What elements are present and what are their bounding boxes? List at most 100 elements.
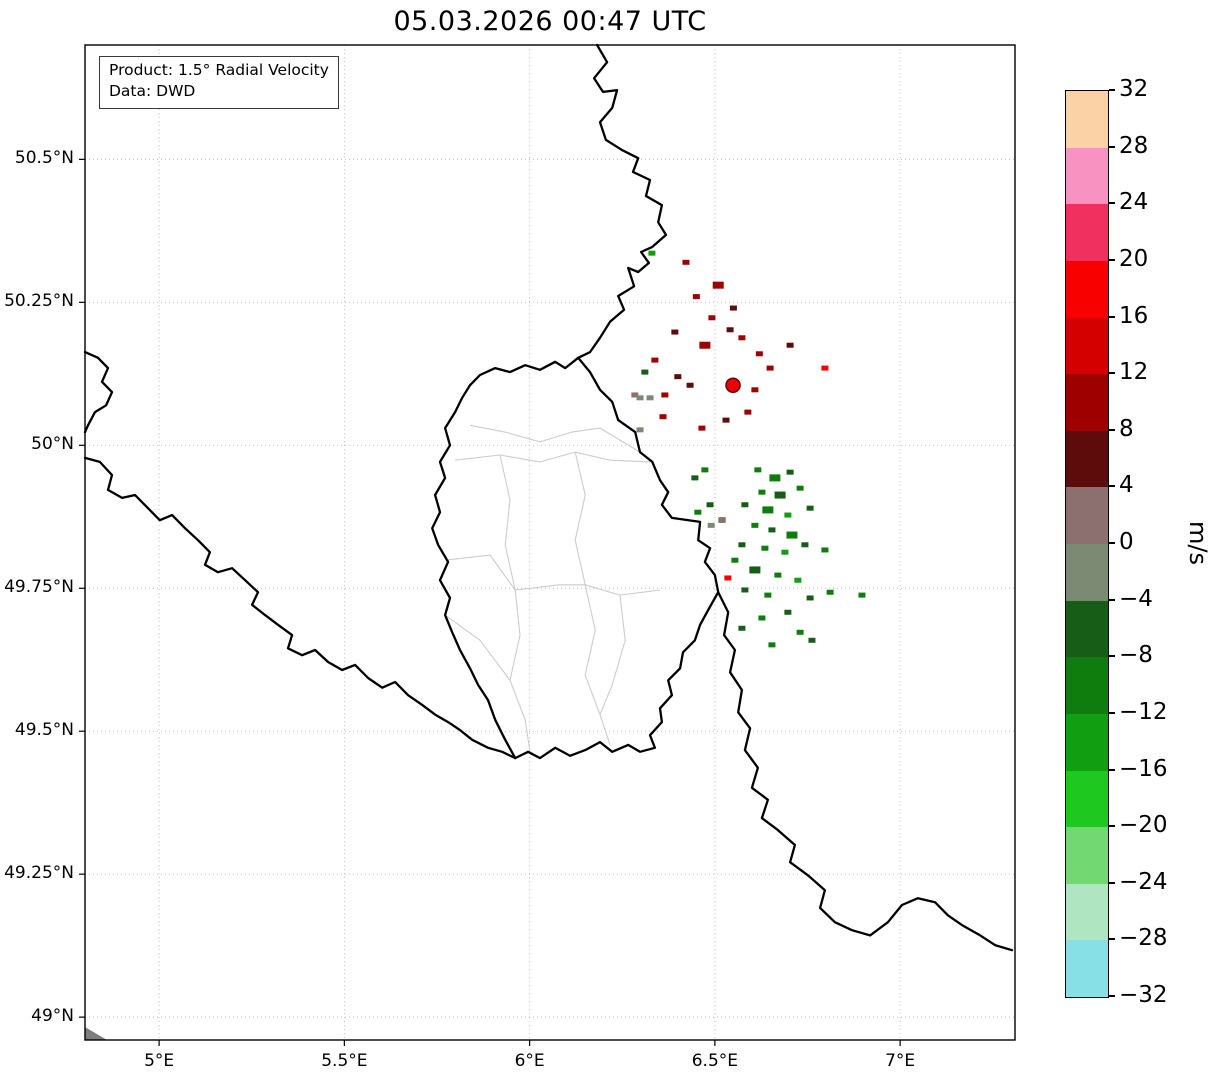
radar-echo [671,329,679,335]
radar-echo [749,566,761,574]
colorbar-tick-mark [1109,938,1115,941]
colorbar-tick-label: 32 [1119,76,1149,102]
country-border [83,456,517,760]
radar-echo [708,315,716,321]
radar-echo [712,281,724,289]
radar-echo [774,491,786,499]
colorbar-segment [1066,487,1108,544]
y-tick-label: 49°N [31,1006,74,1027]
radar-echo [674,374,682,380]
y-tick-label: 49.25°N [4,863,74,884]
colorbar-segment [1066,600,1108,658]
radar-echo [801,542,809,548]
radar-echo [821,547,829,553]
radar-echo [706,502,714,508]
radar-echo [761,545,769,551]
colorbar-segment [1066,827,1108,884]
plot-title: 05.03.2026 00:47 UTC [393,6,707,37]
radar-echo [641,369,649,375]
radar-echo [648,250,656,256]
y-tick-label: 49.75°N [4,577,74,598]
country-border [431,356,720,760]
radar-echo [738,542,746,548]
colorbar-tick-mark [1109,711,1115,714]
colorbar-tick-label: −28 [1119,925,1168,952]
colorbar-tick-label: −4 [1119,585,1153,612]
colorbar-tick-label: −8 [1119,642,1153,669]
radar-echo [694,509,702,515]
radar-echo [764,592,772,598]
radar-echo [796,485,804,491]
radar-echo [718,517,726,523]
radar-echo [661,392,669,398]
y-tick-label: 50.25°N [4,291,74,312]
radar-echo [826,589,834,595]
radar-echo [751,387,759,393]
radar-echo [821,365,829,371]
colorbar-segment [1066,770,1108,828]
radar-echo [698,425,706,431]
colorbar-segment [1066,430,1108,488]
colorbar-tick-label: 8 [1119,415,1134,442]
colorbar-tick-mark [1109,202,1115,205]
country-border [717,591,1014,952]
colorbar-tick-label: −12 [1119,698,1168,725]
colorbar-tick-mark [1109,89,1115,91]
colorbar-tick-label: 4 [1119,472,1134,499]
radar-echo [806,505,814,511]
radar-echo [762,506,774,514]
y-tick-label: 49.5°N [14,720,74,741]
colorbar-segment [1066,544,1108,601]
colorbar-tick-mark [1109,825,1115,828]
colorbar-tick-mark [1109,655,1115,658]
internal-border [499,454,516,591]
internal-border [509,589,531,752]
radar-echo [701,467,709,473]
radar-echo [691,475,699,481]
colorbar-tick-mark [1109,598,1115,601]
country-border [577,43,668,359]
x-tick-label: 6.5°E [691,1051,739,1071]
radar-echo [636,427,644,433]
radar-echo [692,294,700,300]
radar-echo [786,531,798,539]
radar-echo [731,557,739,563]
radar-echo [741,502,749,508]
radar-echo [751,522,759,528]
radar-echo [806,595,814,601]
colorbar-segment [1066,91,1108,148]
radar-echo [741,587,749,593]
colorbar-tick-label: −16 [1119,755,1168,782]
internal-border [445,554,661,596]
data-source-line: Data: DWD [109,82,196,101]
radar-echo [636,395,644,401]
internal-border [599,595,626,715]
radar-echo [738,335,746,341]
colorbar-tick-mark [1109,315,1115,318]
colorbar-tick-label: 16 [1119,302,1149,329]
radar-echo [651,357,659,363]
radar-echo [744,409,752,415]
y-tick-label: 50°N [31,434,74,455]
colorbar-tick-mark [1109,428,1115,431]
radar-echo [774,572,782,578]
x-tick-label: 6°E [514,1051,545,1071]
product-info-line: Product: 1.5° Radial Velocity [109,61,329,79]
radar-echo [699,341,711,349]
radar-echo [768,642,776,648]
colorbar-tick-label: −24 [1119,868,1168,895]
radar-echo [738,625,746,631]
colorbar-tick-label: −20 [1119,812,1168,839]
colorbar-segment [1066,883,1108,941]
radar-echo [754,467,762,473]
internal-border [469,424,641,453]
radar-echo [781,549,789,555]
radar-echo [758,615,766,621]
radar-echo [808,637,816,643]
internal-border [584,584,611,746]
radar-echo [758,489,766,495]
radar-echo [682,259,690,265]
colorbar-segment [1066,374,1108,431]
